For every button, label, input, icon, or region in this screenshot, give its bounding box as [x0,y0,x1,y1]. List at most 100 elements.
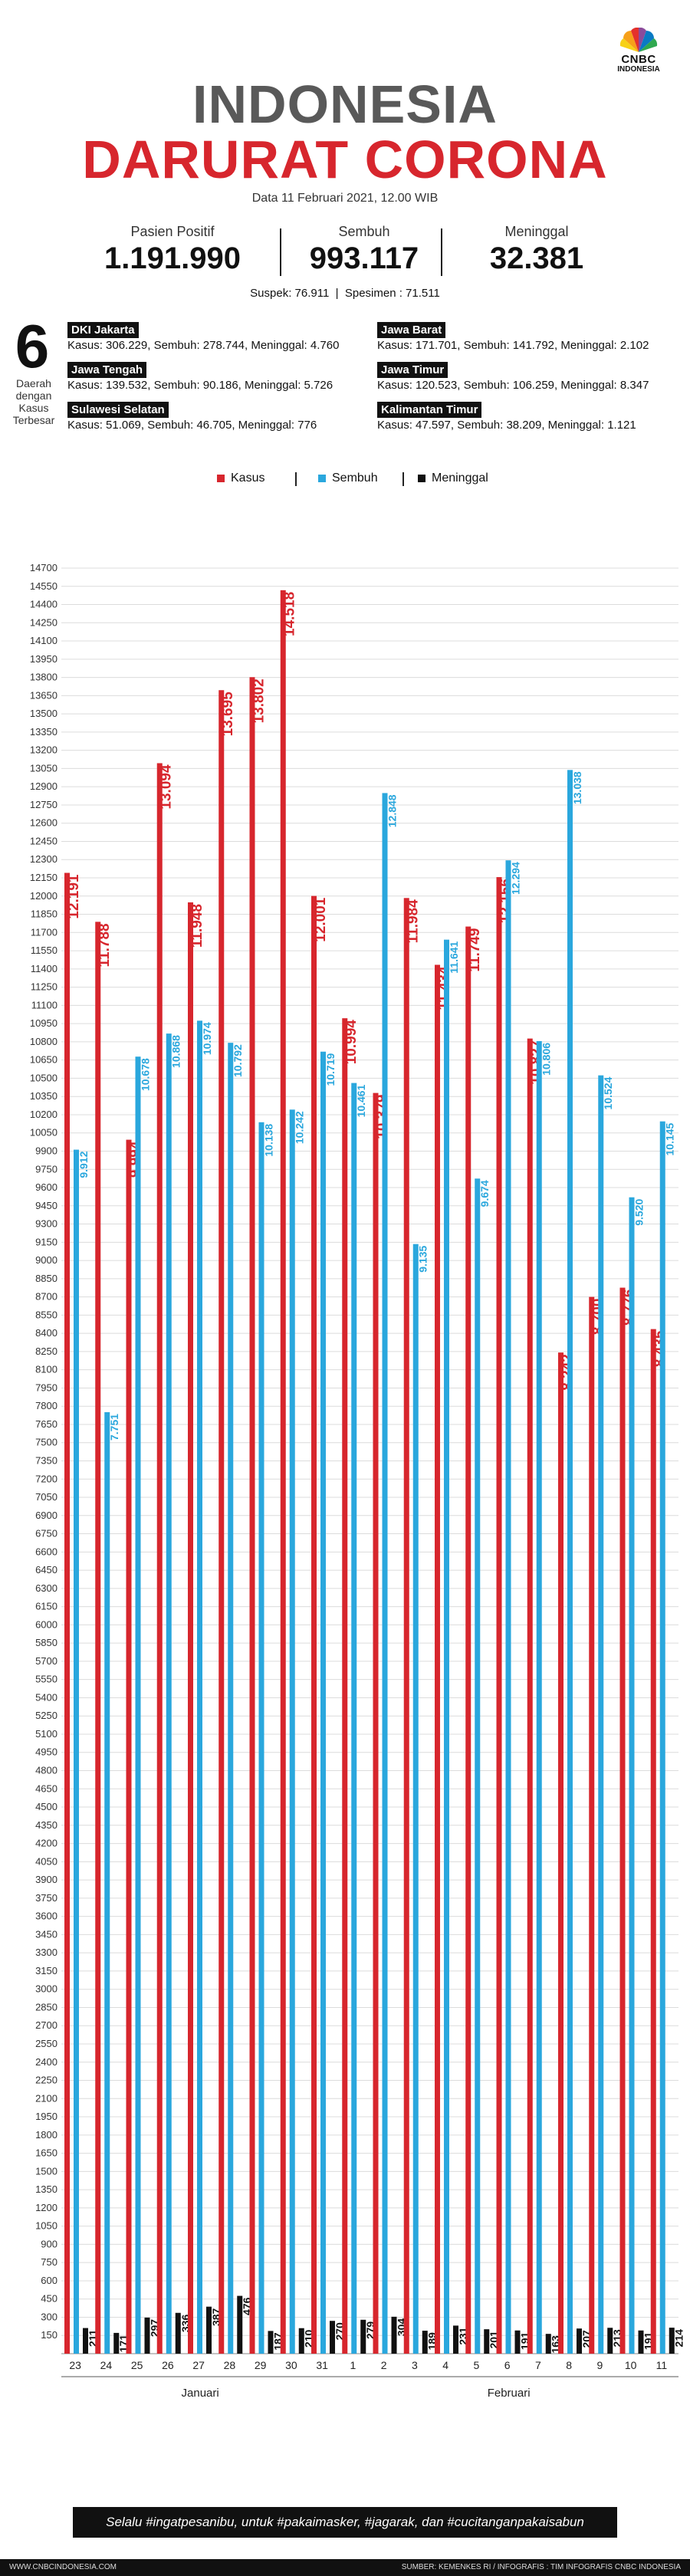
peacock-icon [619,28,658,52]
bar-sembuh [74,1149,79,2354]
y-tick-label: 1050 [35,2220,58,2232]
data-label-kasus: 12.191 [66,874,82,919]
region-info: Kasus: 51.069, Sembuh: 46.705, Meninggal… [67,419,317,432]
data-label-sembuh: 7.751 [108,1414,120,1441]
bar-meninggal [484,2329,490,2354]
bar-kasus [650,1329,656,2354]
y-tick-label: 6000 [35,1618,58,1630]
legend-divider [295,472,297,486]
y-tick-label: 14700 [30,562,58,573]
legend-label: Kasus [231,472,265,485]
y-tick-label: 450 [41,2293,58,2305]
data-label-meninggal: 214 [673,2329,685,2348]
region-info: Kasus: 47.597, Sembuh: 38.209, Meninggal… [377,419,636,432]
y-tick-label: 900 [41,2238,58,2249]
region-dki-jakarta: DKI Jakarta Kasus: 306.229, Sembuh: 278.… [67,322,374,353]
y-tick-label: 10650 [30,1054,58,1066]
region-name: Jawa Barat [377,322,446,338]
x-tick-label: 29 [255,2359,267,2371]
y-tick-label: 14550 [30,580,58,592]
y-tick-label: 12450 [30,835,58,846]
region-kalimantan-timur: Kalimantan Timur Kasus: 47.597, Sembuh: … [377,402,684,433]
y-tick-label: 10950 [30,1017,58,1029]
bar-sembuh [412,1244,419,2354]
x-tick-label: 8 [566,2359,572,2371]
y-tick-label: 1650 [35,2147,58,2159]
region-name: Jawa Timur [377,362,449,378]
bar-sembuh [104,1411,110,2354]
bar-meninggal [268,2331,274,2354]
y-tick-label: 5550 [35,1674,58,1685]
region-info: Kasus: 120.523, Sembuh: 106.259, Meningg… [377,379,649,392]
y-tick-label: 12600 [30,817,58,829]
y-tick-label: 5850 [35,1637,58,1648]
y-tick-label: 3000 [35,1983,58,1995]
bar-meninggal [144,2317,150,2354]
y-tick-label: 1800 [35,2129,58,2141]
title-line1: INDONESIA [192,74,498,134]
bar-meninggal [330,2321,335,2354]
y-tick-label: 3450 [35,1928,58,1940]
legend-swatch-kasus [217,474,225,482]
bar-sembuh [135,1056,141,2354]
bar-meninggal [514,2330,521,2354]
legend-swatch-meninggal [418,474,426,482]
y-tick-label: 12000 [30,890,58,902]
y-tick-label: 2400 [35,2056,58,2068]
bar-kasus [496,877,502,2354]
bar-sembuh [258,1122,264,2354]
y-tick-label: 1200 [35,2202,58,2213]
y-tick-label: 7650 [35,1418,58,1430]
y-tick-label: 12150 [30,872,58,883]
y-tick-label: 13350 [30,726,58,738]
y-tick-label: 10350 [30,1090,58,1102]
y-tick-label: 2700 [35,2019,58,2031]
bar-sembuh [320,1051,326,2354]
bar-kasus [156,763,163,2354]
y-tick-label: 6450 [35,1564,58,1576]
y-tick-label: 13200 [30,744,58,756]
y-tick-label: 6750 [35,1528,58,1539]
data-label-sembuh: 9.674 [478,1180,491,1207]
y-tick-label: 11700 [31,926,58,938]
bar-sembuh [536,1040,542,2354]
data-label-sembuh: 9.135 [417,1245,429,1272]
stat-divider [280,228,281,276]
month-label-februari: Februari [488,2387,531,2400]
y-tick-label: 5100 [35,1728,58,1740]
bar-meninggal [422,2331,428,2354]
title-line2: DARURAT CORONA [82,130,608,189]
stat-meninggal: Meninggal 32.381 [437,224,636,277]
bar-meninggal [83,2328,88,2354]
y-tick-label: 6150 [35,1601,58,1612]
bar-kasus [403,898,409,2354]
bar-sembuh [629,1197,635,2354]
cnbc-logo: CNBC INDONESIA [606,28,672,74]
x-tick-label: 6 [504,2359,511,2371]
y-tick-label: 2250 [35,2075,58,2086]
bar-kasus [311,895,317,2354]
y-tick-label: 3300 [35,1947,58,1958]
data-label-sembuh: 9.912 [77,1151,90,1178]
x-tick-label: 2 [381,2359,387,2371]
data-label-kasus: 13.695 [220,692,236,737]
bar-meninggal [113,2332,120,2354]
bar-sembuh [382,793,388,2354]
suspek-line: Suspek: 76.911 | Spesimen : 71.511 [250,287,440,300]
bar-kasus [465,926,472,2354]
stat-value: 32.381 [489,242,584,275]
x-tick-label: 23 [69,2359,81,2371]
y-tick-label: 7050 [35,1491,58,1503]
y-tick-label: 4350 [35,1819,58,1831]
bar-kasus [219,690,225,2354]
y-tick-label: 5700 [35,1655,58,1667]
data-label-sembuh: 12.294 [510,862,522,895]
footer-source: SUMBER: KEMENKES RI / INFOGRAFIS : TIM I… [401,2563,681,2571]
bar-meninggal [206,2306,212,2354]
legend-label: Sembuh [332,472,378,485]
bar-kasus [188,902,193,2354]
y-tick-label: 8700 [35,1291,58,1303]
y-tick-label: 13650 [30,689,58,701]
bar-meninggal [545,2334,551,2354]
y-tick-label: 12900 [30,780,58,792]
